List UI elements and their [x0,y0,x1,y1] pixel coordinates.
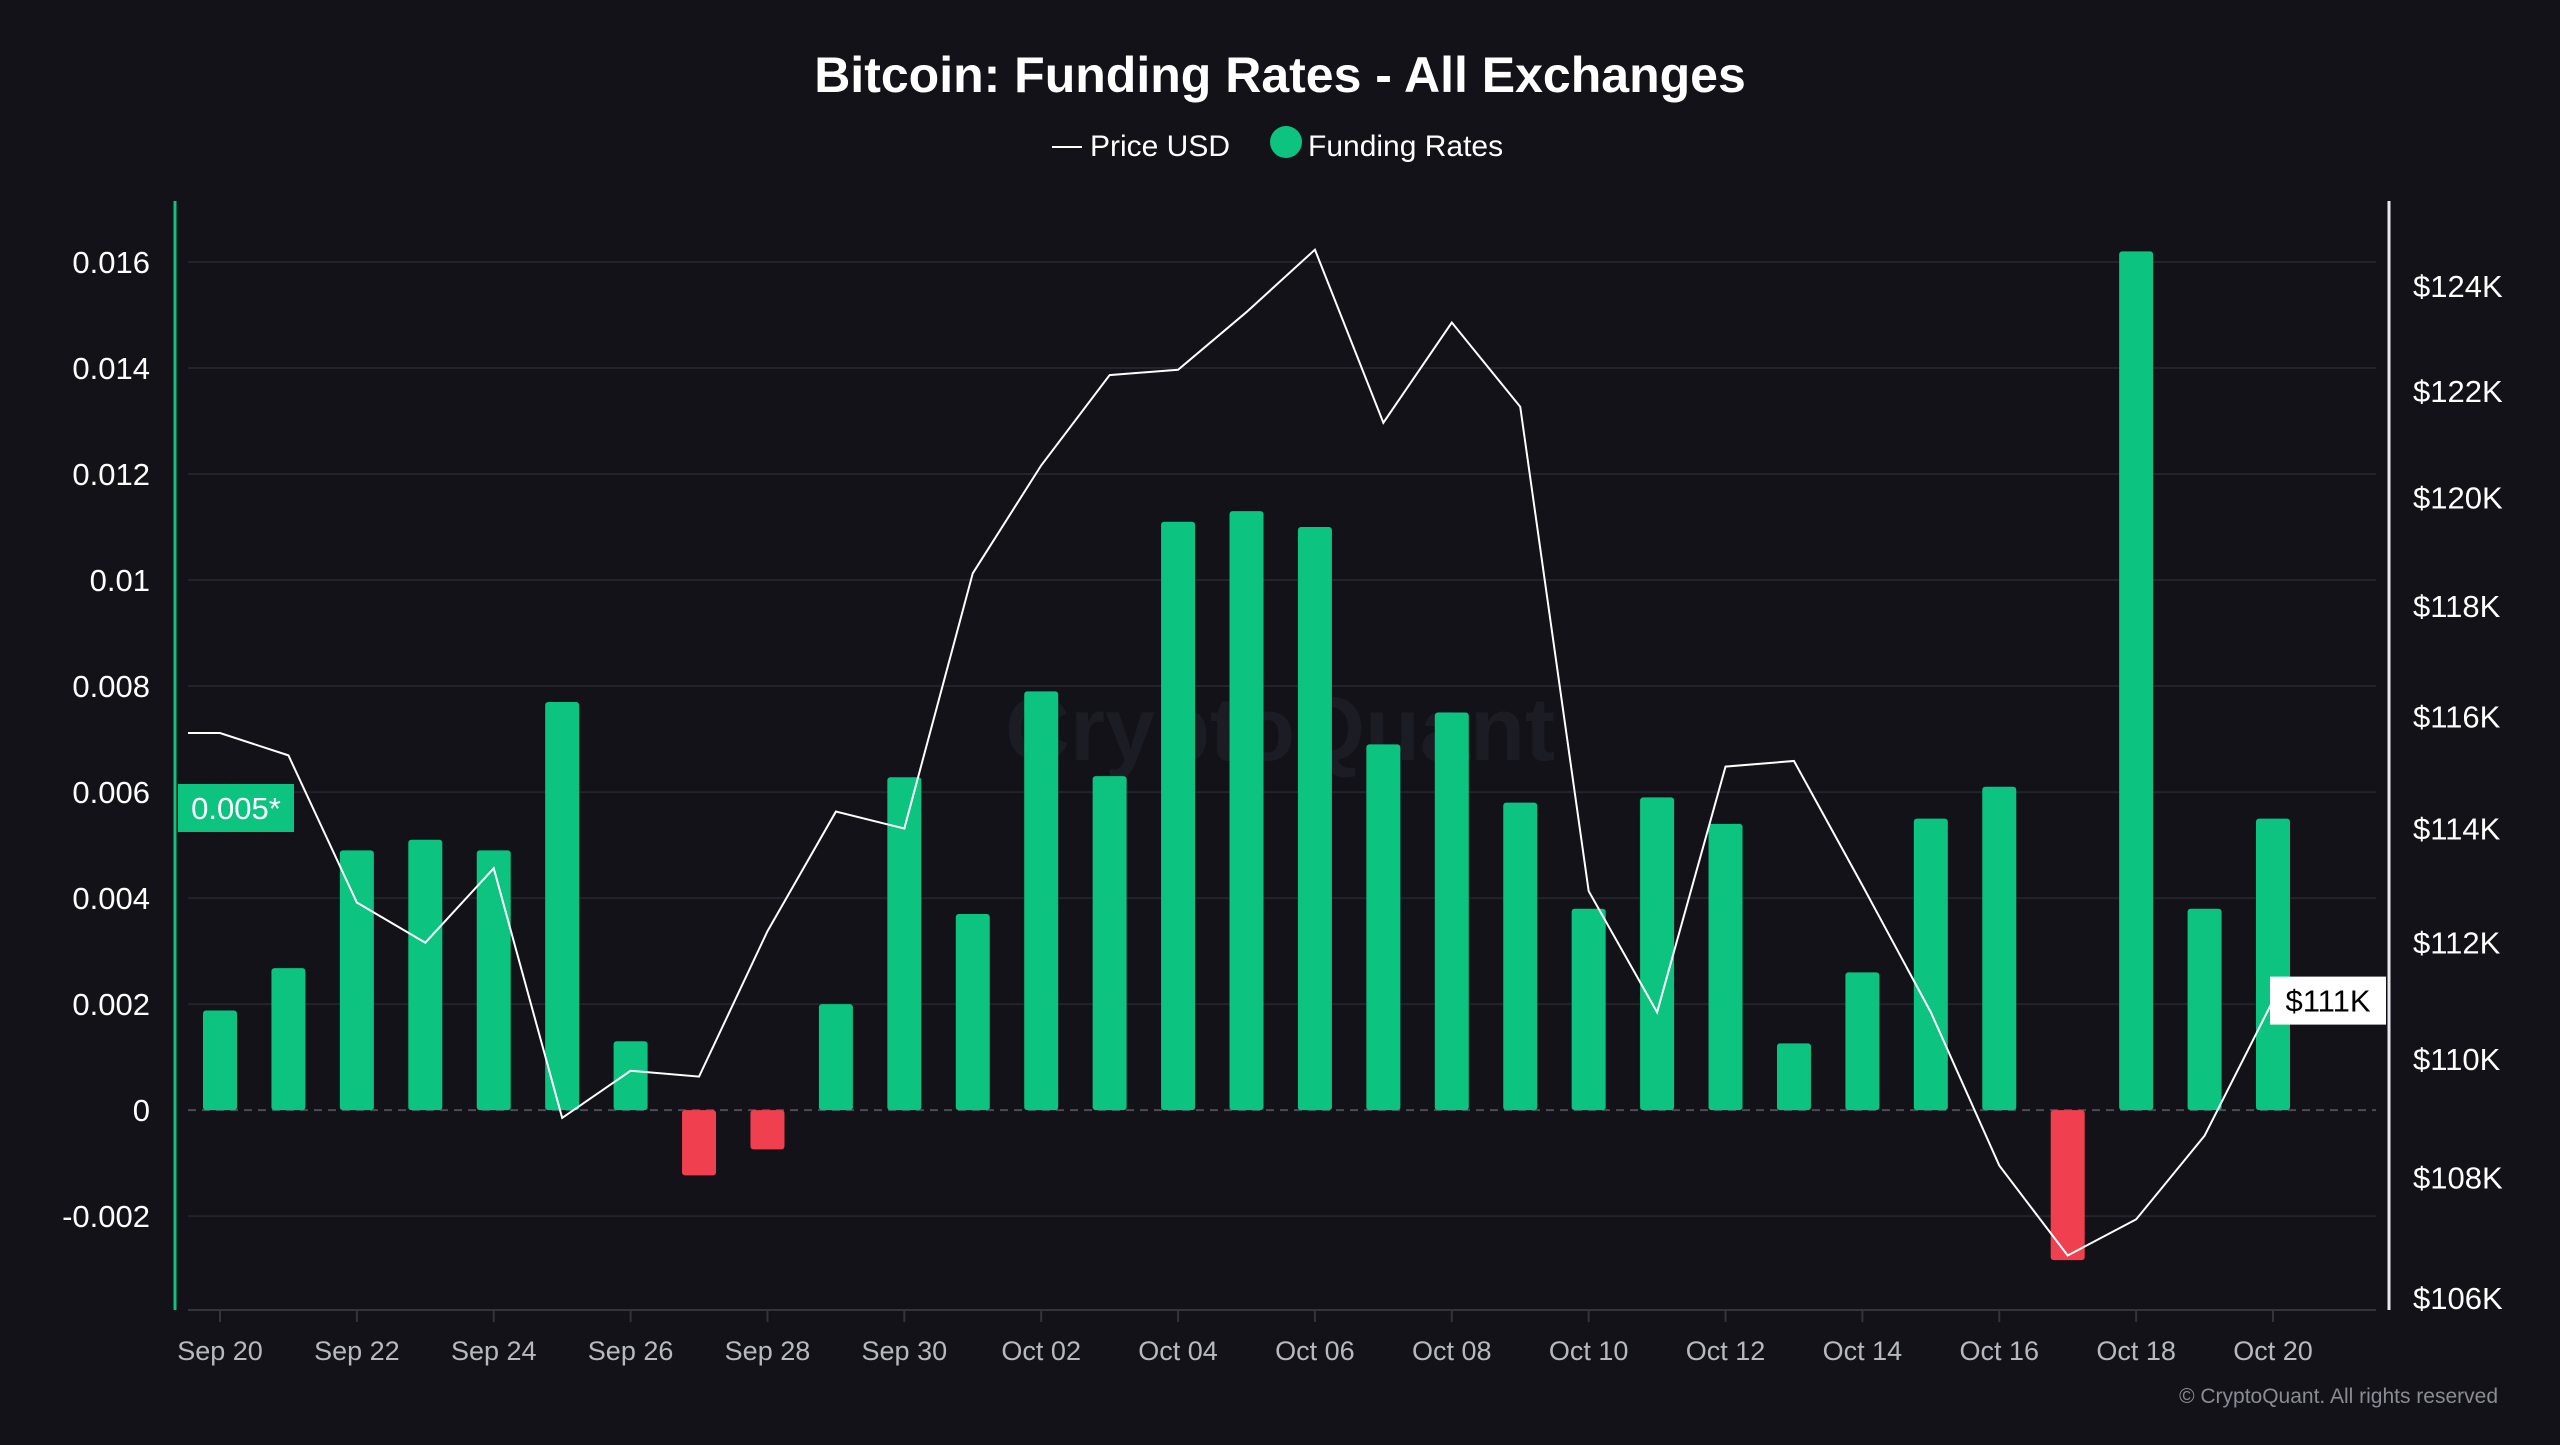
bar-oct-17 [2050,1110,2085,1261]
copyright: © CryptoQuant. All rights reserved [2179,1385,2498,1408]
bar-sep-23 [408,839,443,1111]
bar-oct-11 [1640,797,1675,1111]
left-axis-tick-label: 0.004 [72,881,150,916]
bar-sep-28 [750,1110,785,1150]
right-axis-tick-label: $120K [2413,481,2503,516]
bar-sep-25 [545,701,580,1111]
left-axis-tick-label: 0.006 [72,775,150,810]
right-axis-tick-label: $116K [2413,699,2501,734]
bar-sep-26 [613,1041,648,1111]
bar-sep-30 [887,777,922,1111]
bar-oct-16 [1982,786,2017,1111]
bar-oct-07 [1366,744,1401,1111]
bar-sep-22 [339,850,374,1111]
left-axis-tick-label: -0.002 [62,1199,150,1234]
bar-oct-18 [2119,251,2154,1111]
right-axis-crosshair-label: $111K [2285,984,2370,1019]
x-axis-tick-label: Oct 10 [1549,1336,1629,1366]
bar-oct-08 [1434,712,1469,1111]
right-axis-tick-label: $112K [2413,926,2501,961]
bar-sep-21 [271,968,306,1111]
legend-circle-icon [1270,126,1302,158]
x-axis-tick-label: Oct 12 [1686,1336,1766,1366]
right-axis-tick-label: $122K [2413,374,2503,409]
x-axis-tick-label: Oct 06 [1275,1336,1355,1366]
x-axis-tick-label: Sep 22 [314,1336,400,1366]
legend: Price USD Funding Rates [1052,126,1503,163]
x-axis-tick-label: Oct 02 [1001,1336,1081,1366]
left-axis-crosshair-tag [178,783,294,832]
x-axis-tick-label: Sep 26 [588,1336,674,1366]
bar-sep-24 [476,850,511,1111]
x-axis-tick-label: Oct 16 [1959,1336,2039,1366]
x-axis-tick-label: Oct 04 [1138,1336,1218,1366]
right-axis-tick-label: $114K [2413,812,2501,847]
x-axis-tick-label: Sep 28 [725,1336,811,1366]
bar-oct-10 [1571,908,1606,1111]
x-axis-tick-label: Sep 24 [451,1336,537,1366]
x-axis-tick-label: Sep 20 [177,1336,263,1366]
bar-oct-02 [1024,691,1059,1111]
bar-oct-14 [1845,972,1880,1111]
bar-oct-15 [1913,818,1948,1111]
chart-title: Bitcoin: Funding Rates - All Exchanges [814,47,1746,103]
left-axis-tick-label: 0.012 [72,457,150,492]
x-axis-tick-label: Oct 20 [2233,1336,2313,1366]
bar-oct-05 [1229,511,1264,1111]
right-axis-crosshair-tag [2270,976,2386,1025]
left-axis-tick-label: 0.002 [72,987,150,1022]
x-axis-tick-label: Oct 14 [1823,1336,1903,1366]
right-axis-tick-label: $124K [2413,269,2503,304]
bar-oct-04 [1161,521,1196,1111]
left-axis-tick-label: 0.014 [72,351,150,386]
right-axis-tick-label: $118K [2413,589,2501,624]
left-axis-tick-label: 0.016 [72,245,150,280]
left-axis-tick-label: 0 [133,1093,150,1128]
right-axis-tick-label: $110K [2413,1042,2501,1077]
watermark-logo: CryptoQuant [1005,680,1555,780]
bar-oct-03 [1092,776,1127,1111]
bar-oct-12 [1708,823,1743,1111]
bar-oct-09 [1503,802,1538,1111]
price-usd-series-line [188,247,2274,1257]
bar-oct-20 [2256,818,2290,1111]
left-axis-crosshair-label: 0.005* [191,791,281,826]
legend-label-price[interactable]: Price USD [1090,130,1230,163]
bar-oct-01 [955,914,990,1111]
bar-sep-27 [682,1110,717,1176]
left-axis-tick-label: 0.008 [72,669,150,704]
bar-sep-20 [203,1010,237,1111]
bars [203,251,2290,1261]
right-axis-tick-label: $106K [2413,1281,2503,1316]
bar-oct-19 [2187,908,2222,1111]
bar-sep-29 [818,1004,853,1111]
x-axis-tick-label: Oct 18 [2096,1336,2176,1366]
x-axis-tick-label: Sep 30 [862,1336,948,1366]
price-line [188,247,2274,1257]
axes: -0.002 0 0.002 0.004 0.006 0.008 0.01 0.012 0.01… [62,201,2503,1366]
bar-oct-06 [1297,527,1332,1111]
legend-label-funding[interactable]: Funding Rates [1308,130,1503,163]
bar-oct-13 [1776,1043,1811,1111]
right-axis-tick-label: $108K [2413,1160,2503,1195]
x-axis-tick-label: Oct 08 [1412,1336,1492,1366]
left-axis-tick-label: 0.01 [90,563,150,598]
